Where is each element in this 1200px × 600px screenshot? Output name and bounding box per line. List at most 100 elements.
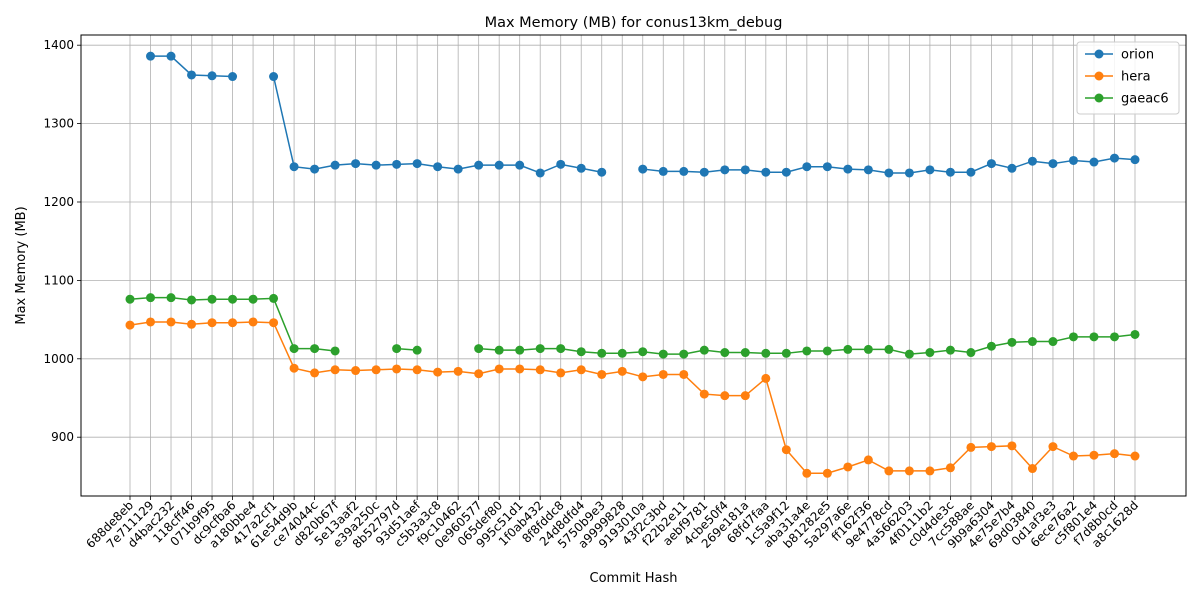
data-point-gaeac6 (822, 346, 832, 356)
data-point-gaeac6 (1027, 337, 1037, 347)
data-point-hera (535, 365, 545, 375)
data-point-hera (1048, 442, 1058, 452)
data-point-hera (392, 364, 402, 374)
data-point-hera (802, 468, 812, 478)
legend: orion hera gaeac6 (1076, 41, 1180, 115)
data-point-gaeac6 (781, 348, 791, 358)
data-point-orion (1068, 155, 1078, 165)
data-point-orion (412, 159, 422, 169)
data-point-gaeac6 (576, 347, 586, 357)
data-point-hera (576, 365, 586, 375)
data-point-hera (166, 317, 176, 327)
data-point-gaeac6 (966, 348, 976, 358)
x-axis-label: Commit Hash (590, 571, 678, 586)
data-point-gaeac6 (843, 344, 853, 354)
data-point-hera (597, 369, 607, 379)
series-gaeac6 (125, 293, 1140, 359)
data-point-hera (740, 391, 750, 401)
data-point-hera (1130, 451, 1140, 461)
data-point-gaeac6 (986, 341, 996, 351)
data-point-hera (986, 442, 996, 452)
data-point-orion (146, 51, 156, 61)
data-point-hera (843, 462, 853, 472)
y-tick-label: 1200 (43, 195, 74, 209)
data-point-orion (884, 168, 894, 178)
data-point-hera (146, 317, 156, 327)
data-point-orion (720, 165, 730, 175)
data-point-hera (289, 363, 299, 373)
data-point-hera (966, 442, 976, 452)
data-point-gaeac6 (187, 295, 197, 305)
y-tick-label: 900 (51, 430, 74, 444)
y-tick-label: 1000 (43, 352, 74, 366)
y-axis-label: Max Memory (MB) (14, 206, 29, 324)
legend-marker-orion (1094, 49, 1104, 59)
data-point-hera (228, 318, 238, 328)
data-point-orion (269, 72, 279, 82)
data-point-gaeac6 (617, 348, 627, 358)
data-point-orion (330, 160, 340, 170)
data-point-orion (166, 51, 176, 61)
data-point-orion (1027, 156, 1037, 166)
data-point-gaeac6 (658, 349, 668, 359)
data-point-hera (351, 366, 361, 376)
data-point-gaeac6 (207, 294, 217, 304)
data-point-hera (679, 369, 689, 379)
data-point-gaeac6 (925, 348, 935, 358)
data-point-gaeac6 (556, 344, 566, 354)
data-point-orion (371, 160, 381, 170)
data-point-gaeac6 (392, 344, 402, 354)
data-point-orion (289, 162, 299, 172)
data-point-hera (925, 466, 935, 476)
data-point-orion (925, 165, 935, 175)
data-point-hera (433, 367, 443, 377)
x-axis: 688de8eb7e711129d4bac232118cff46071b9f95… (83, 496, 1141, 551)
data-point-hera (658, 369, 668, 379)
y-axis: 900 1000 1100 1200 1300 1400 (43, 38, 81, 444)
data-point-hera (269, 318, 279, 328)
data-point-gaeac6 (494, 345, 504, 355)
data-point-orion (228, 72, 238, 82)
data-point-orion (515, 160, 525, 170)
data-point-gaeac6 (720, 348, 730, 358)
data-point-orion (597, 167, 607, 177)
data-point-hera (453, 366, 463, 376)
data-point-gaeac6 (146, 293, 156, 303)
data-point-hera (1007, 441, 1017, 451)
data-point-hera (617, 366, 627, 376)
data-point-hera (556, 368, 566, 378)
legend-marker-gaeac6 (1094, 93, 1104, 103)
data-point-gaeac6 (802, 346, 812, 356)
data-point-orion (761, 167, 771, 177)
data-point-gaeac6 (515, 345, 525, 355)
data-point-orion (740, 165, 750, 175)
data-point-orion (576, 163, 586, 173)
data-point-hera (125, 320, 135, 330)
data-point-gaeac6 (1109, 332, 1119, 342)
series-orion (146, 51, 1140, 178)
data-point-orion (474, 160, 484, 170)
data-point-gaeac6 (597, 348, 607, 358)
data-point-gaeac6 (1130, 329, 1140, 339)
data-point-gaeac6 (330, 346, 340, 356)
data-point-orion (658, 166, 668, 176)
data-point-orion (822, 162, 832, 172)
data-point-hera (761, 373, 771, 383)
data-point-hera (884, 466, 894, 476)
data-point-orion (453, 164, 463, 174)
data-point-gaeac6 (1007, 337, 1017, 347)
grid (81, 35, 1186, 496)
data-point-hera (781, 445, 791, 455)
data-point-gaeac6 (474, 344, 484, 354)
data-point-hera (412, 365, 422, 375)
data-point-orion (638, 164, 648, 174)
data-point-hera (1109, 449, 1119, 459)
data-point-orion (781, 167, 791, 177)
data-point-hera (904, 466, 914, 476)
y-tick-label: 1400 (43, 38, 74, 52)
data-point-hera (330, 365, 340, 375)
data-point-gaeac6 (248, 294, 258, 304)
legend-label-orion: orion (1121, 48, 1154, 63)
data-point-gaeac6 (761, 348, 771, 358)
data-point-hera (494, 364, 504, 374)
